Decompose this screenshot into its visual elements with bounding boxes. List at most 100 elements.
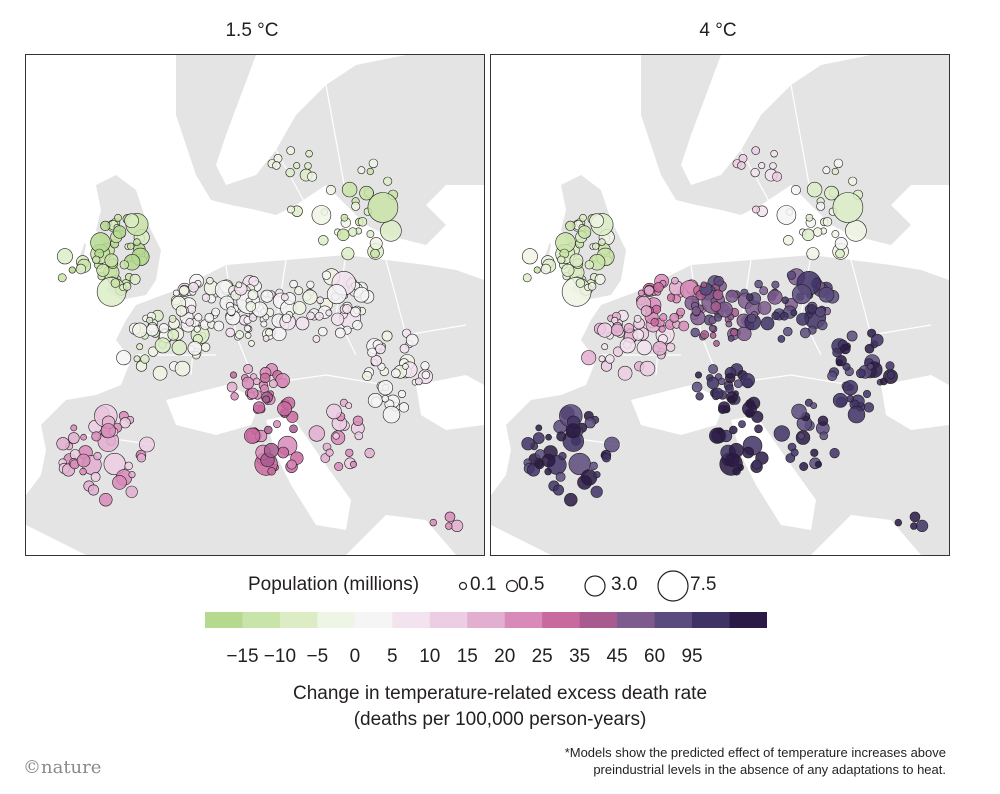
city-marker	[226, 381, 238, 393]
population-circle-0-5	[505, 579, 519, 593]
city-marker	[786, 270, 797, 280]
city-marker	[87, 484, 99, 496]
colorbar-segment	[279, 612, 318, 628]
city-marker	[805, 213, 814, 222]
city-marker	[855, 368, 866, 379]
city-marker	[114, 214, 122, 222]
city-marker	[272, 161, 281, 170]
city-marker	[295, 316, 310, 331]
city-marker	[110, 278, 121, 288]
city-marker	[605, 354, 615, 364]
city-marker	[352, 320, 363, 331]
city-marker	[316, 296, 324, 304]
city-marker	[99, 493, 113, 507]
city-marker	[211, 307, 220, 317]
population-legend-title: Population (millions)	[248, 574, 420, 595]
city-marker	[125, 485, 138, 498]
city-marker	[864, 343, 875, 354]
city-marker	[695, 371, 703, 379]
city-marker	[909, 511, 921, 523]
city-marker	[370, 248, 380, 259]
city-marker	[835, 248, 845, 259]
city-marker	[325, 309, 333, 317]
city-marker	[779, 311, 789, 321]
city-marker	[362, 370, 373, 381]
city-marker	[659, 313, 668, 322]
city-marker	[806, 247, 820, 261]
city-marker	[194, 313, 203, 322]
city-marker	[230, 392, 239, 401]
city-marker	[204, 312, 215, 323]
city-marker	[750, 167, 760, 178]
colorbar-tick-label: 20	[494, 646, 516, 667]
city-marker	[367, 392, 383, 408]
city-marker	[846, 395, 854, 403]
city-marker	[349, 460, 357, 468]
panel-title-1-5c: 1.5 °C	[225, 20, 279, 41]
city-marker	[640, 305, 652, 317]
city-marker	[758, 162, 766, 170]
city-marker	[863, 402, 875, 413]
city-marker	[558, 452, 567, 461]
city-marker	[742, 401, 757, 417]
city-marker	[136, 343, 144, 351]
city-marker	[738, 154, 748, 163]
city-marker	[776, 205, 797, 225]
city-marker	[834, 237, 848, 250]
city-marker	[700, 330, 709, 340]
city-marker	[420, 361, 430, 371]
city-marker	[817, 320, 828, 331]
city-marker	[311, 205, 332, 225]
city-marker	[334, 461, 344, 471]
city-marker	[799, 327, 811, 339]
colorbar-segment	[729, 612, 767, 628]
city-marker	[213, 320, 225, 332]
city-marker	[712, 289, 724, 301]
colorbar-tick-label: 45	[606, 646, 628, 667]
population-legend: Population (millions) 0.1 0.5 3.0 7.5	[0, 568, 1000, 604]
city-marker	[577, 225, 592, 239]
city-marker	[244, 427, 261, 444]
city-marker	[797, 432, 805, 440]
city-marker	[732, 467, 741, 476]
city-marker	[910, 522, 918, 530]
city-marker	[544, 467, 552, 476]
city-marker	[700, 281, 708, 289]
city-marker	[636, 340, 652, 356]
colorbar-segment	[654, 612, 693, 628]
city-marker	[377, 380, 394, 396]
city-marker	[397, 389, 406, 398]
city-marker	[737, 161, 746, 170]
city-marker	[810, 448, 819, 457]
city-marker	[632, 328, 645, 341]
colorbar-tick-label: −5	[306, 646, 329, 667]
city-marker	[68, 266, 76, 274]
city-marker	[817, 415, 829, 426]
map-panel-1-5c	[25, 54, 485, 556]
city-marker	[712, 387, 724, 400]
city-marker	[364, 448, 375, 459]
city-marker	[93, 452, 102, 461]
city-marker	[752, 205, 760, 214]
city-marker	[331, 312, 345, 326]
population-circle-3-0	[584, 575, 606, 597]
colorbar-segment	[429, 612, 468, 628]
city-marker	[639, 360, 656, 377]
colorbar-title-line1: Change in temperature-related excess dea…	[292, 683, 708, 704]
land-masses	[26, 55, 484, 555]
city-marker	[381, 395, 389, 403]
city-marker	[709, 427, 726, 444]
city-marker	[96, 263, 110, 277]
city-marker	[822, 166, 831, 175]
city-marker	[92, 255, 101, 264]
colorbar-tick-label: 5	[387, 646, 398, 667]
city-marker	[725, 320, 733, 328]
city-marker	[769, 162, 777, 170]
city-marker	[158, 323, 169, 334]
city-marker	[187, 304, 197, 314]
city-marker	[557, 255, 566, 264]
city-marker	[916, 519, 929, 533]
city-marker	[285, 167, 295, 178]
city-marker	[644, 285, 655, 296]
city-marker	[832, 347, 842, 358]
